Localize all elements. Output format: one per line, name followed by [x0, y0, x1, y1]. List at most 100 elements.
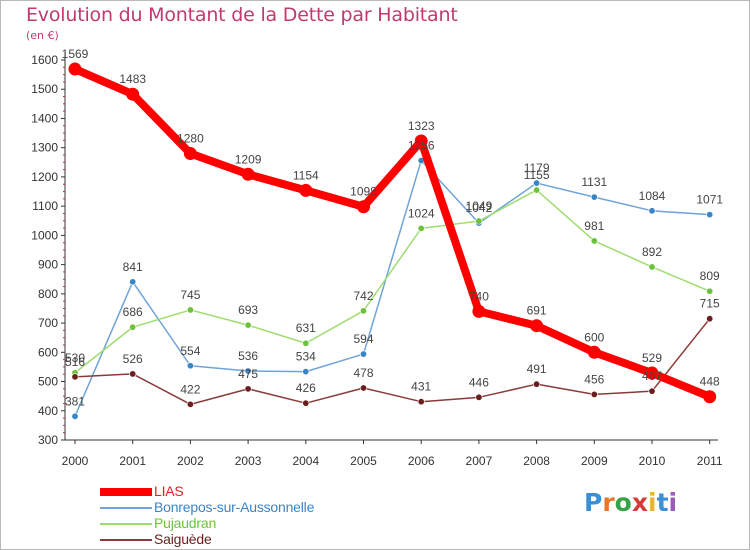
data-label-lias: 1483	[119, 72, 146, 86]
x-tick-label: 2004	[292, 454, 319, 468]
data-point-pujaudran	[533, 186, 541, 194]
legend-swatch	[100, 523, 152, 525]
y-tick-label: 1500	[31, 82, 58, 96]
data-label-saigu-de: 526	[123, 352, 143, 366]
data-label-lias: 691	[527, 304, 547, 318]
data-label-bonrepos-sur-aussonnelle: 1179	[524, 161, 550, 175]
data-label-bonrepos-sur-aussonnelle: 1042	[466, 201, 493, 215]
data-label-pujaudran: 631	[296, 321, 316, 335]
data-label-lias: 1209	[235, 152, 262, 166]
data-point-pujaudran	[244, 321, 252, 329]
data-point-pujaudran	[590, 237, 598, 245]
data-point-bonrepos-sur-aussonnelle	[71, 412, 79, 420]
data-point-saigu-de	[706, 315, 714, 323]
data-label-saigu-de: 516	[65, 355, 85, 369]
data-point-saigu-de	[359, 384, 367, 392]
data-label-saigu-de: 426	[296, 381, 316, 395]
data-point-lias	[472, 304, 486, 318]
data-label-pujaudran: 686	[123, 305, 143, 319]
data-point-saigu-de	[590, 390, 598, 398]
proxiti-logo: Proxiti	[584, 488, 677, 517]
data-point-lias	[530, 319, 544, 333]
data-point-lias	[299, 183, 313, 197]
data-label-lias: 448	[700, 375, 720, 389]
data-point-lias	[241, 167, 255, 181]
legend-label: LIAS	[154, 483, 184, 499]
data-label-bonrepos-sur-aussonnelle: 594	[353, 332, 373, 346]
x-tick-label: 2010	[639, 454, 666, 468]
x-tick-label: 2008	[523, 454, 550, 468]
data-label-lias: 1154	[293, 168, 319, 182]
data-point-saigu-de	[186, 400, 194, 408]
series-line-lias	[71, 65, 714, 401]
data-point-bonrepos-sur-aussonnelle	[648, 207, 656, 215]
x-tick-label: 2003	[235, 454, 262, 468]
data-point-saigu-de	[533, 380, 541, 388]
data-point-saigu-de	[71, 373, 79, 381]
data-label-bonrepos-sur-aussonnelle: 1131	[581, 175, 607, 189]
chart-unit: (en €)	[26, 29, 59, 42]
logo-letter: o	[614, 488, 632, 517]
legend-label: Pujaudran	[154, 515, 217, 531]
data-point-pujaudran	[186, 306, 194, 314]
data-label-saigu-de: 491	[527, 362, 547, 376]
data-label-pujaudran: 530	[65, 351, 85, 365]
data-label-saigu-de: 475	[238, 367, 258, 381]
y-tick-label: 300	[38, 433, 58, 447]
data-point-bonrepos-sur-aussonnelle	[590, 193, 598, 201]
data-label-saigu-de: 456	[584, 372, 604, 386]
y-tick-label: 1600	[31, 53, 58, 67]
data-point-pujaudran	[302, 339, 310, 347]
data-point-bonrepos-sur-aussonnelle	[244, 367, 252, 375]
y-tick-label: 700	[38, 316, 58, 330]
series-line-pujaudran	[74, 189, 711, 374]
legend-item: LIAS	[100, 483, 360, 500]
data-label-bonrepos-sur-aussonnelle: 1071	[696, 193, 723, 207]
y-tick-label: 1100	[32, 199, 58, 213]
y-tick-label: 600	[38, 345, 58, 359]
data-point-pujaudran	[359, 307, 367, 315]
logo-letter: P	[584, 488, 603, 517]
logo-letter: i	[668, 488, 678, 517]
legend-swatch	[100, 488, 152, 496]
data-label-lias: 740	[469, 289, 489, 303]
legend-item: Pujaudran	[100, 515, 360, 532]
y-tick-label: 800	[38, 287, 58, 301]
logo-letter: i	[648, 488, 657, 517]
x-tick-label: 2000	[62, 454, 89, 468]
x-tick-label: 2009	[581, 454, 608, 468]
data-point-pujaudran	[475, 217, 483, 225]
y-tick-label: 1300	[31, 141, 58, 155]
logo-letter: r	[602, 488, 615, 517]
data-point-saigu-de	[129, 370, 137, 378]
series-line-bonrepos-sur-aussonnelle	[74, 159, 711, 418]
legend-item: Saiguède	[100, 531, 360, 548]
data-point-pujaudran	[417, 224, 425, 232]
data-label-pujaudran: 1049	[466, 199, 493, 213]
x-tick-label: 2005	[350, 454, 377, 468]
x-tick-label: 2002	[177, 454, 204, 468]
y-tick-label: 400	[38, 404, 58, 418]
x-tick-label: 2007	[466, 454, 493, 468]
x-tick-label: 2006	[408, 454, 435, 468]
data-label-bonrepos-sur-aussonnelle: 841	[123, 260, 143, 274]
data-label-pujaudran: 981	[584, 219, 604, 233]
data-point-bonrepos-sur-aussonnelle	[359, 350, 367, 358]
data-label-bonrepos-sur-aussonnelle: 534	[296, 350, 316, 364]
data-point-lias	[703, 390, 717, 404]
data-label-saigu-de: 467	[642, 369, 662, 383]
data-label-pujaudran: 742	[353, 289, 373, 303]
logo-letter: x	[631, 488, 648, 517]
data-point-lias	[68, 62, 82, 76]
data-label-bonrepos-sur-aussonnelle: 536	[238, 349, 258, 363]
y-tick-label: 900	[38, 258, 58, 272]
data-label-saigu-de: 431	[411, 380, 431, 394]
data-point-saigu-de	[417, 398, 425, 406]
data-point-bonrepos-sur-aussonnelle	[186, 362, 194, 370]
data-point-saigu-de	[648, 387, 656, 395]
data-label-lias: 529	[642, 351, 662, 365]
data-point-lias	[587, 345, 601, 359]
data-point-pujaudran	[129, 323, 137, 331]
legend-label: Bonrepos-sur-Aussonnelle	[154, 499, 315, 515]
